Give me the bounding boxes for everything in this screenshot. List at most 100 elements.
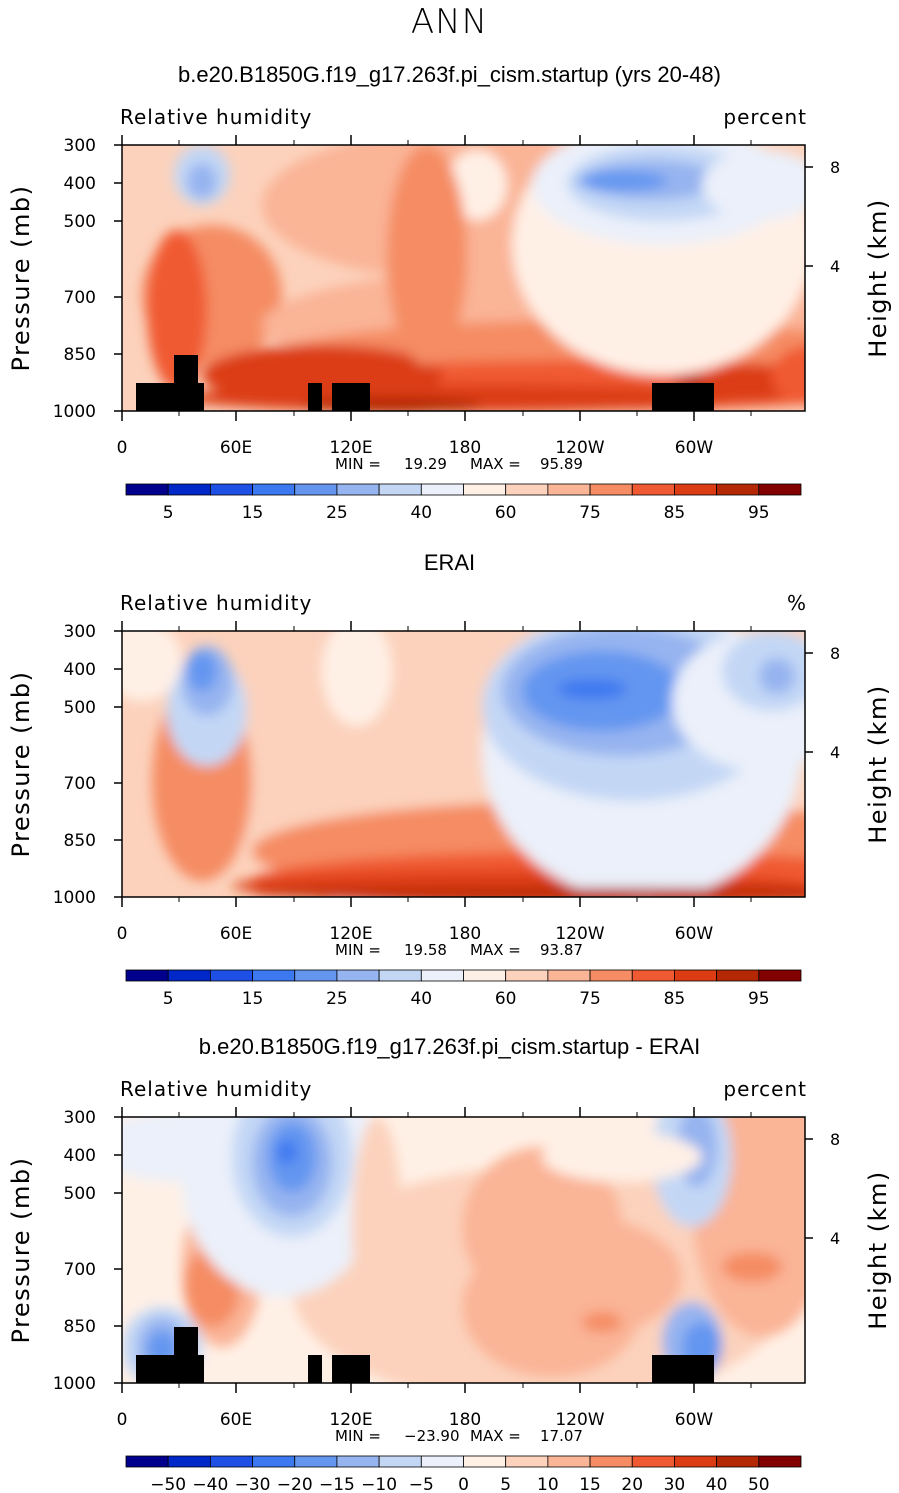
field-blobs — [142, 145, 805, 411]
season-title: ANN — [410, 2, 489, 42]
units-label: % — [787, 591, 807, 615]
contour-region — [352, 1117, 402, 1337]
topography-mask — [174, 1327, 198, 1383]
colorbar-swatch — [378, 483, 422, 496]
colorbar-swatch — [716, 969, 760, 982]
contour-region — [187, 651, 217, 691]
topography-mask — [652, 1355, 714, 1383]
panel-2: Relative humidity % 0 60E 120E 180 120W 60W 300 4… — [7, 591, 892, 1009]
y-tick-label: 850 — [64, 345, 96, 365]
colorbar-swatch — [420, 483, 464, 496]
contour-region — [147, 230, 207, 390]
colorbar-label: 15 — [579, 1475, 601, 1493]
colorbar-swatch — [463, 969, 507, 982]
colorbar-label: 60 — [495, 989, 517, 1009]
contour-region — [722, 1252, 782, 1282]
colorbar-swatch — [589, 1455, 633, 1468]
plot-frame — [121, 1116, 806, 1384]
colorbar-label: −50 — [150, 1475, 186, 1493]
colorbar-label: 85 — [664, 989, 686, 1009]
contour-region — [387, 145, 467, 365]
contour-region — [187, 163, 217, 199]
colorbar-swatch — [589, 483, 633, 496]
contour-region — [202, 345, 442, 405]
colorbar-label: 50 — [748, 1475, 770, 1493]
topography-mask — [198, 1355, 204, 1383]
y-tick-label: 500 — [64, 698, 96, 718]
colorbar-label: 95 — [748, 989, 770, 1009]
colorbar-swatch — [758, 483, 802, 496]
colorbar-swatch — [463, 483, 507, 496]
topography-mask — [136, 1355, 176, 1383]
topography-mask — [198, 383, 204, 411]
y2-tick-label: 4 — [830, 1229, 840, 1248]
contour-region — [772, 345, 805, 405]
colorbar: 5 15 25 40 60 75 85 95 — [125, 483, 802, 523]
colorbar-label: 20 — [621, 1475, 643, 1493]
colorbar-label: −5 — [409, 1475, 434, 1493]
min-value: 19.58 — [404, 941, 447, 959]
colorbar-label: 5 — [163, 503, 174, 523]
max-value: 95.89 — [540, 455, 583, 473]
topography-mask — [136, 383, 176, 411]
contour-region — [542, 1132, 702, 1182]
colorbar-swatch — [336, 969, 380, 982]
colorbar-swatch — [589, 969, 633, 982]
panel-3-title: b.e20.B1850G.f19_g17.263f.pi_cism.startu… — [198, 1034, 701, 1059]
colorbar-label: −40 — [192, 1475, 228, 1493]
min-label: MIN = — [335, 941, 381, 959]
units-label: percent — [723, 105, 807, 129]
contour-field — [122, 145, 805, 411]
y-tick-label: 300 — [64, 1108, 96, 1128]
colorbar: −50 −40 −30 −20 −15 −10 −5 0 5 10 15 20 30 40 50 — [125, 1455, 802, 1493]
colorbar-label: 30 — [664, 1475, 686, 1493]
colorbar-swatch — [336, 483, 380, 496]
x-tick-label: 60W — [675, 1410, 714, 1430]
max-value: 17.07 — [540, 1427, 583, 1445]
y-tick-label: 700 — [64, 1260, 96, 1280]
colorbar-label: 0 — [458, 1475, 469, 1493]
y-tick-label: 700 — [64, 774, 96, 794]
y-axis-title: Pressure (mb) — [7, 671, 35, 858]
y-tick-label: 500 — [64, 212, 96, 232]
max-label: MAX = — [470, 941, 521, 959]
y-tick-label: 1000 — [53, 888, 96, 908]
contour-region — [577, 171, 667, 191]
min-label: MIN = — [335, 455, 381, 473]
colorbar-swatch — [378, 1455, 422, 1468]
y2-tick-label: 4 — [830, 743, 840, 762]
colorbar-swatch — [125, 483, 169, 496]
colorbar-swatch — [336, 1455, 380, 1468]
colorbar-swatch — [167, 1455, 211, 1468]
colorbar-label: 40 — [410, 503, 432, 523]
colorbar-swatch — [209, 1455, 253, 1468]
y-tick-label: 1000 — [53, 402, 96, 422]
contour-region — [462, 1237, 642, 1377]
colorbar-label: 25 — [326, 503, 348, 523]
colorbar-swatch — [463, 1455, 507, 1468]
x-tick-label: 120E — [329, 438, 372, 458]
topography-mask — [332, 383, 370, 411]
colorbar-swatch — [294, 969, 338, 982]
colorbar-swatch — [758, 969, 802, 982]
field-label: Relative humidity — [120, 1077, 312, 1101]
colorbar-label: 40 — [706, 1475, 728, 1493]
x-tick-label: 0 — [117, 438, 128, 458]
y2-tick-label: 8 — [830, 644, 840, 663]
y-axis-title: Pressure (mb) — [7, 185, 35, 372]
colorbar-swatch — [631, 483, 675, 496]
panel-1: Relative humidity percent 0 60E 120E 180 120W 6… — [7, 105, 892, 523]
colorbar-label: 15 — [242, 503, 264, 523]
colorbar-label: 85 — [664, 503, 686, 523]
topography-mask — [332, 1355, 370, 1383]
y-tick-label: 700 — [64, 288, 96, 308]
y2-axis-title: Height (km) — [864, 1170, 892, 1329]
colorbar-swatch — [631, 969, 675, 982]
topography-mask — [174, 355, 198, 411]
colorbar-label: 60 — [495, 503, 517, 523]
colorbar-swatch — [716, 483, 760, 496]
colorbar-swatch — [209, 483, 253, 496]
x-tick-label: 0 — [117, 1410, 128, 1430]
x-tick-label: 60W — [675, 438, 714, 458]
x-tick-label: 0 — [117, 924, 128, 944]
